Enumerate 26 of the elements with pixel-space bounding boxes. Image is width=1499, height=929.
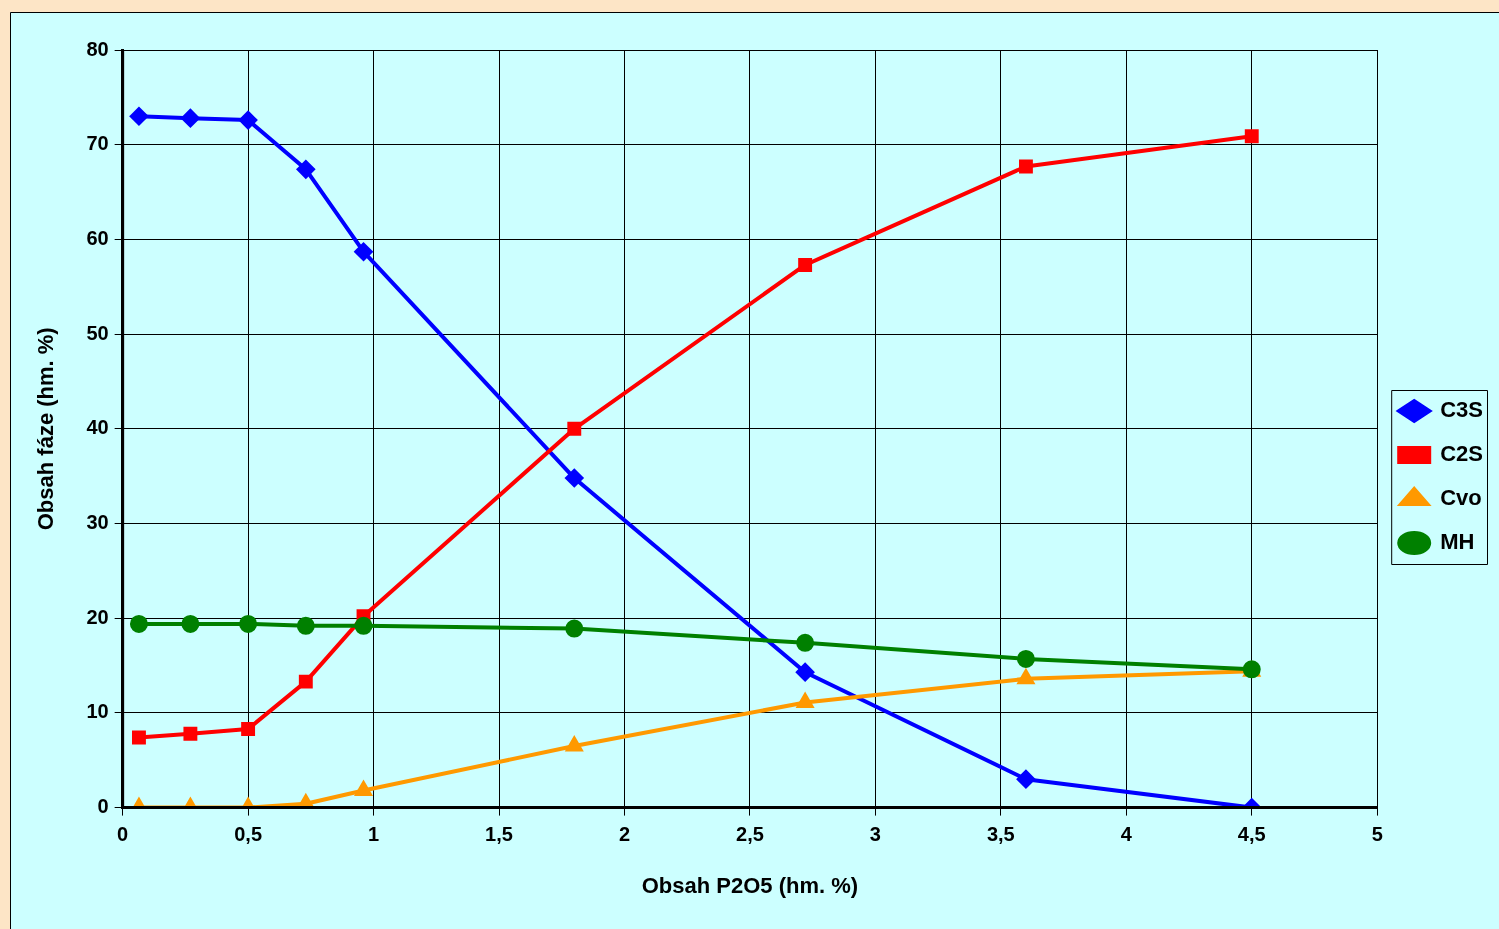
x-tick-label: 1,5 (485, 823, 513, 846)
y-tick-label: 20 (86, 605, 109, 628)
y-axis-title: Obsah fáze (hm. %) (33, 327, 59, 531)
x-tick-label: 2 (618, 823, 631, 846)
legend-label: C3S (1440, 397, 1483, 423)
y-tick-label: 50 (86, 321, 109, 344)
x-tick-label: 1 (367, 823, 380, 846)
y-tick-label: 10 (86, 700, 109, 723)
y-tick-label: 70 (86, 132, 109, 155)
legend-label: Cvo (1440, 485, 1482, 511)
legend-label: MH (1440, 529, 1475, 555)
y-tick-label: 30 (86, 511, 109, 534)
x-tick-label: 0 (117, 823, 129, 846)
x-tick-label: 3,5 (986, 823, 1015, 846)
x-tick-label: 4,5 (1237, 823, 1266, 846)
x-tick-label: 2,5 (736, 823, 764, 846)
x-tick-label: 0,5 (234, 823, 263, 846)
y-tick-label: 40 (86, 416, 109, 439)
y-tick-label: 80 (86, 37, 109, 60)
x-tick-label: 3 (869, 823, 881, 846)
y-tick-label: 0 (97, 795, 109, 818)
y-tick-label: 60 (86, 226, 109, 249)
legend-label: C2S (1440, 441, 1483, 467)
x-tick-label: 4 (1120, 823, 1133, 846)
x-tick-label: 5 (1371, 823, 1383, 846)
x-axis-title: Obsah P2O5 (hm. %) (641, 872, 859, 898)
